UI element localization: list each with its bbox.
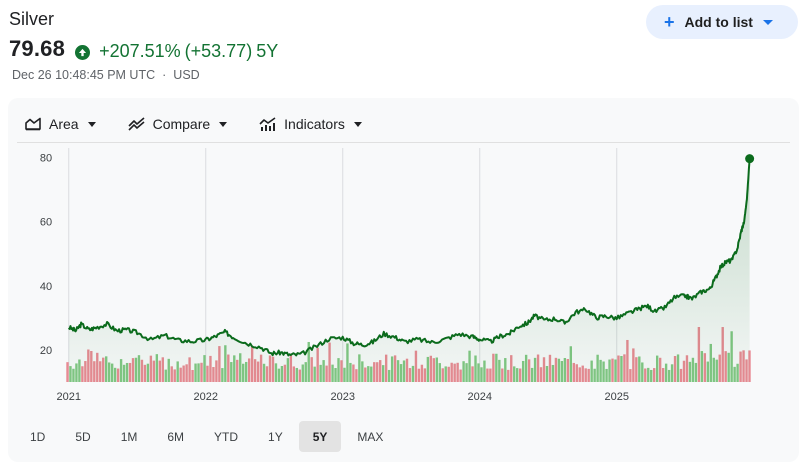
range-6m[interactable]: 6M bbox=[167, 429, 185, 444]
volume-bar bbox=[66, 362, 69, 382]
x-tick-label: 2021 bbox=[56, 391, 80, 403]
chevron-down-icon bbox=[762, 19, 773, 25]
y-tick-label: 40 bbox=[40, 281, 52, 293]
range-1d[interactable]: 1D bbox=[30, 429, 46, 444]
indicators-button[interactable]: Indicators bbox=[251, 109, 370, 139]
plus-icon: + bbox=[664, 12, 675, 32]
compare-label: Compare bbox=[152, 116, 211, 132]
meta-separator: · bbox=[162, 68, 167, 82]
x-tick-label: 2023 bbox=[330, 391, 354, 403]
range-selector: 1D 5D 1M 6M YTD 1Y 5Y MAX bbox=[16, 421, 399, 452]
add-to-list-button[interactable]: + Add to list bbox=[646, 5, 798, 39]
quote-meta: Dec 26 10:48:45 PM UTC · USD bbox=[12, 68, 200, 82]
current-price: 79.68 bbox=[9, 36, 66, 61]
price-chart[interactable]: 2021 2022 2023 2024 2025 20 40 60 80 bbox=[8, 98, 799, 462]
area-label: Area bbox=[49, 116, 79, 132]
indicators-label: Indicators bbox=[284, 116, 345, 132]
price-area-fill bbox=[68, 158, 750, 382]
y-tick-label: 60 bbox=[40, 217, 52, 229]
range-ytd[interactable]: YTD bbox=[214, 429, 239, 444]
asset-title: Silver bbox=[9, 9, 55, 29]
quote-timestamp: Dec 26 10:48:45 PM UTC bbox=[12, 68, 156, 82]
last-price-dot bbox=[745, 154, 755, 164]
change-absolute: (+53.77) bbox=[184, 41, 253, 61]
arrow-up-circle-icon bbox=[75, 45, 91, 60]
price-row: 79.68 +207.51% (+53.77) 5Y bbox=[9, 36, 278, 62]
chevron-down-icon bbox=[353, 121, 362, 127]
range-5y[interactable]: 5Y bbox=[298, 421, 342, 452]
compare-button[interactable]: Compare bbox=[120, 109, 236, 139]
range-1y[interactable]: 1Y bbox=[268, 429, 283, 444]
x-tick-label: 2022 bbox=[193, 391, 217, 403]
range-5d[interactable]: 5D bbox=[75, 429, 91, 444]
compare-icon bbox=[128, 117, 145, 131]
area-chart-icon bbox=[25, 117, 41, 131]
price-change: +207.51% (+53.77) 5Y bbox=[75, 41, 278, 62]
x-tick-label: 2024 bbox=[467, 391, 491, 403]
y-tick-label: 20 bbox=[40, 345, 52, 357]
chevron-down-icon bbox=[87, 121, 96, 127]
area-button[interactable]: Area bbox=[17, 109, 104, 139]
range-1m[interactable]: 1M bbox=[120, 429, 138, 444]
price-line bbox=[67, 158, 751, 357]
change-period: 5Y bbox=[256, 41, 279, 61]
chevron-down-icon bbox=[219, 121, 228, 127]
change-percent: +207.51% bbox=[99, 41, 181, 61]
quote-currency: USD bbox=[173, 68, 200, 82]
chart-area: 2021 2022 2023 2024 2025 20 40 60 80 bbox=[8, 98, 799, 462]
chart-card: 2021 2022 2023 2024 2025 20 40 60 80 Area Compar… bbox=[8, 98, 799, 462]
y-tick-label: 80 bbox=[40, 153, 52, 165]
chart-toolbar: Area Compare Indicators bbox=[17, 106, 790, 143]
range-max[interactable]: MAX bbox=[357, 429, 384, 444]
x-tick-label: 2025 bbox=[604, 391, 628, 403]
add-to-list-label: Add to list bbox=[684, 14, 753, 30]
indicators-icon bbox=[259, 117, 276, 131]
